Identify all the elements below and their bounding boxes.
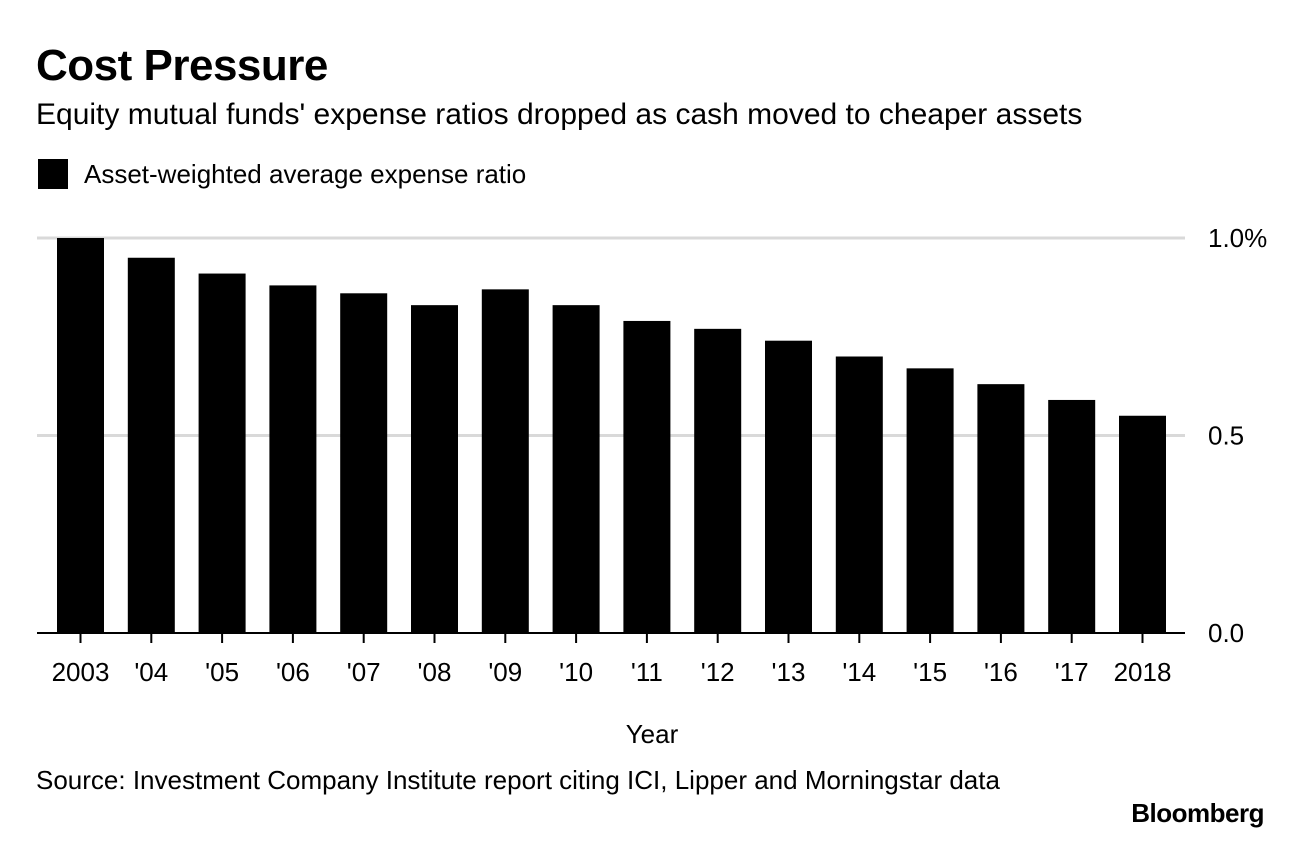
x-tick-label: '09 xyxy=(488,657,522,687)
brand-logo: Bloomberg xyxy=(1131,798,1264,828)
x-tick-label: '08 xyxy=(418,657,452,687)
bar-13 xyxy=(765,340,812,633)
x-tick-label: 2018 xyxy=(1114,657,1172,687)
legend-label: Asset-weighted average expense ratio xyxy=(84,159,527,189)
bar-04 xyxy=(127,257,175,633)
x-tick-label: '13 xyxy=(772,657,806,687)
x-tick-label: '14 xyxy=(842,657,876,687)
x-axis: 2003 '04 '05 '06 '07 '08 '09 '10 '11 '12 '13 '14 '15… xyxy=(37,632,1185,687)
bar-09 xyxy=(481,289,529,633)
bar-16 xyxy=(977,384,1025,633)
chart-title: Cost Pressure xyxy=(36,41,328,90)
y-tick-label: 1.0% xyxy=(1208,223,1267,253)
y-tick-label: 0.5 xyxy=(1208,421,1244,451)
x-tick-label: 2003 xyxy=(52,657,110,687)
y-axis: 0.0 0.5 1.0% xyxy=(1208,223,1267,648)
bar-07 xyxy=(340,293,388,633)
bar-2018 xyxy=(1119,415,1166,633)
x-tick-label: '15 xyxy=(913,657,947,687)
chart-legend: Asset-weighted average expense ratio xyxy=(38,158,526,190)
bar-05 xyxy=(198,273,246,633)
bar-14 xyxy=(835,356,883,633)
x-axis-title: Year xyxy=(626,719,679,749)
x-tick-label: '17 xyxy=(1055,657,1089,687)
bar-15 xyxy=(906,368,954,633)
bar-11 xyxy=(623,320,671,633)
x-tick-label: '05 xyxy=(205,657,239,687)
x-tick-label: '06 xyxy=(276,657,310,687)
bar-12 xyxy=(694,328,742,633)
x-tick-label: '10 xyxy=(559,657,593,687)
bar-10 xyxy=(552,305,600,633)
bar-17 xyxy=(1048,399,1096,633)
source-note: Source: Investment Company Institute rep… xyxy=(36,765,1000,795)
x-tick-label: '16 xyxy=(984,657,1018,687)
bar-08 xyxy=(411,305,458,633)
x-tick-label: '07 xyxy=(347,657,381,687)
x-tick-label: '11 xyxy=(631,657,663,687)
chart-subtitle: Equity mutual funds' expense ratios drop… xyxy=(36,98,1083,131)
legend-swatch xyxy=(38,159,68,189)
bar-2003 xyxy=(57,238,104,633)
x-tick-label: '04 xyxy=(134,657,168,687)
x-tick-label: '12 xyxy=(701,657,735,687)
bars xyxy=(57,238,1166,633)
bar-06 xyxy=(269,285,317,633)
y-tick-label: 0.0 xyxy=(1208,618,1244,648)
